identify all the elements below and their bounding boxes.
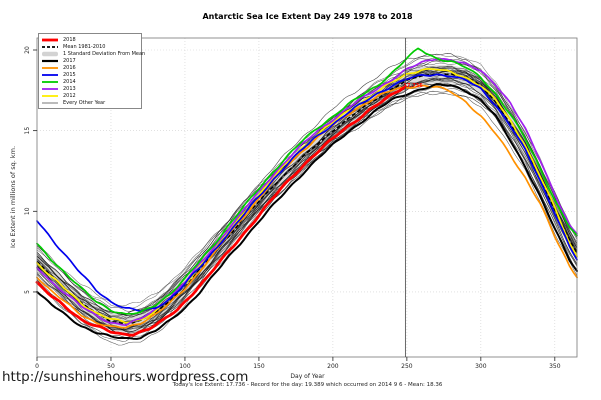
footer-stats: Today's Ice Extent: 17.736 - Record for …: [172, 382, 443, 388]
legend-item-2018: 2018: [42, 36, 139, 43]
legend-swatch-icon: [42, 51, 59, 57]
legend-item-2016: 2016: [42, 64, 139, 71]
series-line-2016: [36, 84, 578, 329]
series-line-2017: [36, 83, 578, 340]
legend-item-2012: 2012: [42, 93, 139, 100]
series-line-2018: [35, 85, 407, 337]
y-tick-label: 5: [24, 290, 31, 294]
legend-item-label: 2017: [63, 57, 76, 64]
current-value-annotation: 17.736: [403, 82, 423, 89]
series-line-2013: [36, 58, 578, 326]
y-tick-label: 15: [24, 127, 31, 135]
y-axis-label: Ice Extent in millions of sq. km.: [9, 145, 17, 249]
x-tick-label: 200: [327, 363, 339, 370]
series-line-2014: [36, 47, 578, 315]
legend-swatch-icon: [42, 58, 59, 64]
legend-item-label: 2018: [63, 36, 76, 43]
legend-item-label: 2014: [63, 79, 76, 86]
legend-item-label: 2016: [63, 64, 76, 71]
x-tick-label: 350: [549, 363, 561, 370]
legend-swatch-icon: [42, 86, 59, 92]
legend-item-2015: 2015: [42, 71, 139, 78]
legend: 2018 Mean 1981-2010 1 Standard Deviation F…: [38, 33, 145, 109]
y-tick-label: 20: [24, 46, 31, 54]
chart-title: Antarctic Sea Ice Extent Day 249 1978 to…: [202, 12, 413, 21]
legend-swatch-icon: [42, 44, 59, 50]
legend-item-2017: 2017: [42, 57, 139, 64]
x-axis-label: Day of Year: [290, 373, 325, 380]
legend-item-2013: 2013: [42, 86, 139, 93]
x-tick-label: 250: [401, 363, 413, 370]
legend-swatch-icon: [42, 93, 59, 99]
y-tick-label: 10: [24, 207, 31, 215]
legend-swatch-icon: [42, 100, 59, 106]
legend-swatch-icon: [42, 37, 59, 43]
legend-item-label: 2012: [63, 93, 76, 100]
x-tick-label: 0: [35, 363, 39, 370]
legend-item-label: 2013: [63, 86, 76, 93]
x-tick-label: 150: [253, 363, 265, 370]
legend-item-label: Mean 1981-2010: [63, 43, 106, 50]
legend-item-label: Every Other Year: [63, 100, 106, 107]
watermark-url[interactable]: http://sunshinehours.wordpress.com: [2, 369, 249, 385]
legend-item-every-other-year: Every Other Year: [42, 100, 139, 107]
x-tick-label: 300: [475, 363, 487, 370]
legend-swatch-icon: [42, 72, 59, 78]
legend-swatch-icon: [42, 79, 59, 85]
legend-item-1-standard-deviation-from-mean: 1 Standard Deviation From Mean: [42, 50, 145, 57]
legend-item-label: 2015: [63, 72, 76, 79]
legend-item-mean-1981-2010: Mean 1981-2010: [42, 43, 139, 50]
x-tick-label: 50: [107, 363, 115, 370]
x-tick-label: 100: [179, 363, 191, 370]
legend-item-2014: 2014: [42, 79, 139, 86]
legend-item-label: 1 Standard Deviation From Mean: [63, 50, 146, 57]
legend-swatch-icon: [42, 65, 59, 71]
series-line-2015: [36, 73, 578, 313]
